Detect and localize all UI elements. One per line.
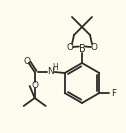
Text: O: O (31, 80, 38, 90)
Text: O: O (67, 43, 73, 51)
Text: O: O (23, 57, 30, 65)
Text: O: O (90, 43, 98, 51)
Text: N: N (47, 68, 54, 76)
Text: B: B (79, 44, 85, 54)
Text: H: H (52, 63, 58, 72)
Text: F: F (111, 88, 116, 97)
